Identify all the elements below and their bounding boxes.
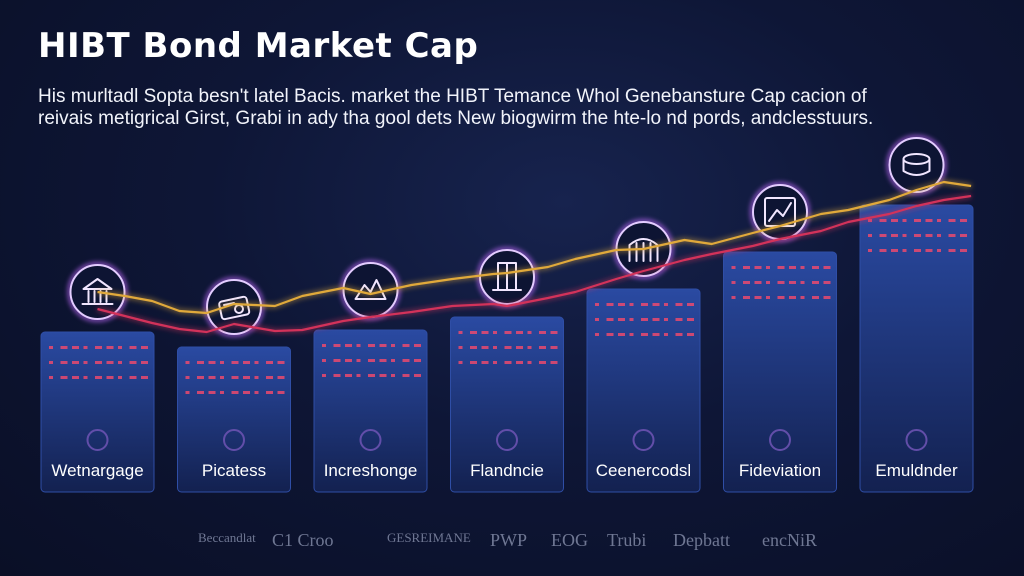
bar-row-texture (868, 219, 967, 252)
bar-row-texture (49, 346, 148, 379)
bar-row-texture (458, 331, 558, 364)
partner-logos-row: Beccandlat C1 Croo GESREIMANE PWP EOG Trubi De… (0, 530, 1024, 560)
trend-line-secondary (97, 194, 972, 334)
intro-text: His murltadl Sopta besn't latel Bacis. m… (38, 86, 874, 129)
partner-logo: Depbatt (673, 530, 730, 550)
category-label: Ceenercodsl (596, 461, 691, 480)
category-label: Picatess (202, 461, 266, 480)
bar-emblem-icon (905, 429, 928, 451)
bar-fideviation (723, 251, 837, 493)
bar-flandncie (450, 316, 564, 493)
bar-increshonge (313, 329, 428, 493)
partner-logo: EOG (551, 530, 588, 550)
partner-logo: Beccandlat (198, 530, 256, 545)
category-label: Wetnargage (51, 461, 143, 480)
category-label: Flandncie (470, 461, 544, 480)
partner-logo: C1 Croo (272, 530, 334, 550)
labels-layer: Wetnargage Picatess Increshonge Flandncie Ce… (51, 461, 958, 480)
bar-emuldnder (859, 204, 974, 493)
category-label: Fideviation (739, 461, 821, 480)
bar-emblem-icon (632, 429, 655, 451)
category-label: Emuldnder (875, 461, 958, 480)
bar-emblem-icon (86, 429, 109, 451)
building-icon (476, 246, 538, 308)
page-title: HIBT Bond Market Cap (38, 26, 479, 66)
category-label: Increshonge (324, 461, 418, 480)
bar-emblem-icon (359, 429, 382, 451)
bars-layer (40, 134, 974, 493)
bar-emblem-icon (223, 429, 245, 451)
bar-row-texture (731, 266, 831, 299)
bar-row-texture (322, 344, 421, 377)
bar-emblem-icon (496, 429, 518, 451)
bar-row-texture (595, 303, 694, 336)
partner-logo: encNiR (762, 530, 817, 550)
bar-wetnargage (40, 331, 155, 493)
bar-emblem-icon (769, 429, 791, 451)
lines-layer (97, 180, 972, 334)
bar-picatess (177, 346, 291, 493)
bar-row-texture (185, 361, 285, 394)
partner-logo: GESREIMANE (387, 530, 471, 545)
bar-ceenercodsl (586, 288, 701, 493)
partner-logo: Trubi (607, 530, 647, 550)
coin-stack-icon (886, 134, 947, 196)
partner-logo: PWP (490, 530, 528, 550)
trend-line-primary (97, 180, 972, 315)
